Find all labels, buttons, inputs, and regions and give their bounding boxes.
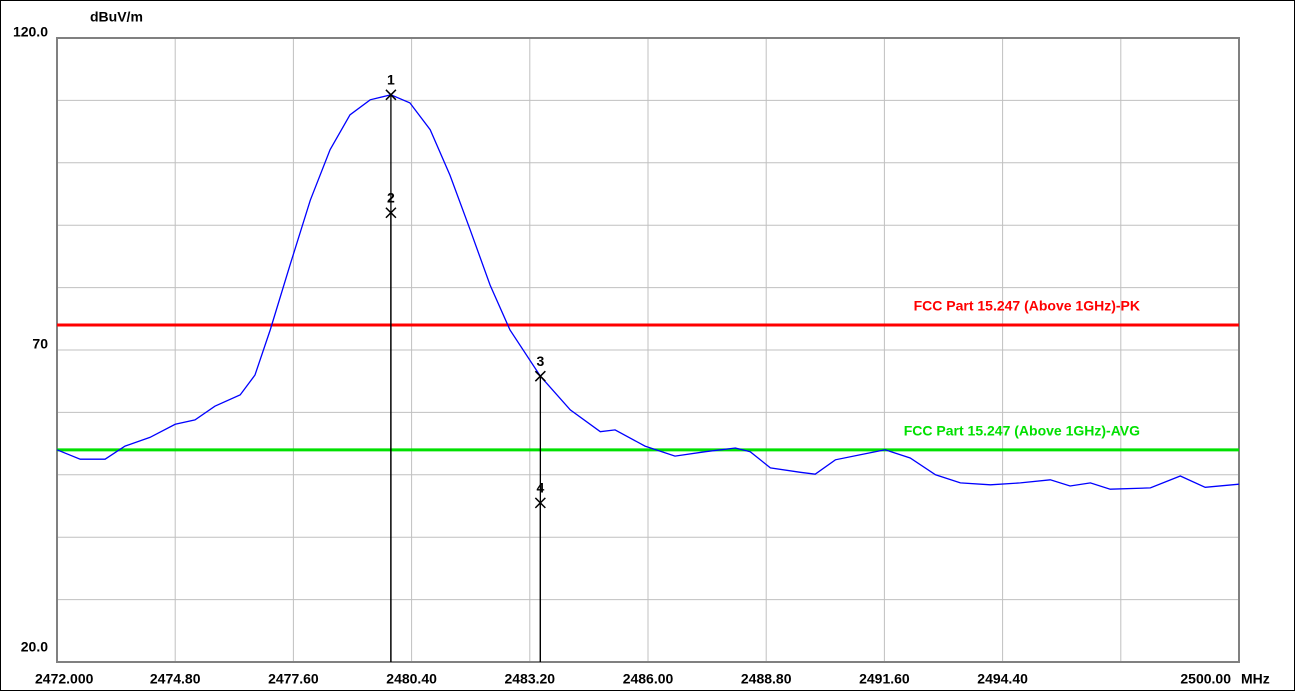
marker bbox=[534, 370, 546, 382]
marker bbox=[534, 497, 546, 509]
x-tick-label: 2491.60 bbox=[859, 671, 910, 687]
x-tick-label: 2486.00 bbox=[623, 671, 674, 687]
marker-cross bbox=[385, 207, 397, 219]
limit-label: FCC Part 15.247 (Above 1GHz)-AVG bbox=[904, 423, 1140, 439]
marker-label: 3 bbox=[536, 353, 544, 369]
y-tick-label: 20.0 bbox=[21, 639, 48, 655]
x-tick-label: 2474.80 bbox=[150, 671, 201, 687]
marker-cross bbox=[534, 497, 546, 509]
x-tick-label: 2483.20 bbox=[504, 671, 555, 687]
x-unit-label: MHz bbox=[1241, 671, 1270, 687]
marker-label: 1 bbox=[387, 71, 395, 87]
x-tick-label: 2494.40 bbox=[977, 671, 1028, 687]
marker-label: 4 bbox=[536, 480, 544, 496]
x-tick-label: 2500.00 bbox=[1180, 671, 1231, 687]
marker-cross bbox=[385, 89, 397, 101]
y-tick-label: 70 bbox=[32, 336, 48, 352]
y-unit-label: dBuV/m bbox=[90, 9, 143, 25]
plot-border bbox=[56, 37, 1240, 663]
x-tick-label: 2477.60 bbox=[268, 671, 319, 687]
limit-label: FCC Part 15.247 (Above 1GHz)-PK bbox=[914, 298, 1140, 314]
y-tick-label: 120.0 bbox=[13, 24, 48, 40]
x-tick-label: 2472.000 bbox=[35, 671, 94, 687]
marker bbox=[385, 207, 397, 219]
marker bbox=[385, 89, 397, 101]
marker-label: 2 bbox=[387, 189, 395, 205]
trace bbox=[56, 94, 1240, 490]
x-tick-label: 2480.40 bbox=[386, 671, 437, 687]
x-tick-label: 2488.80 bbox=[741, 671, 792, 687]
marker-cross bbox=[534, 370, 546, 382]
